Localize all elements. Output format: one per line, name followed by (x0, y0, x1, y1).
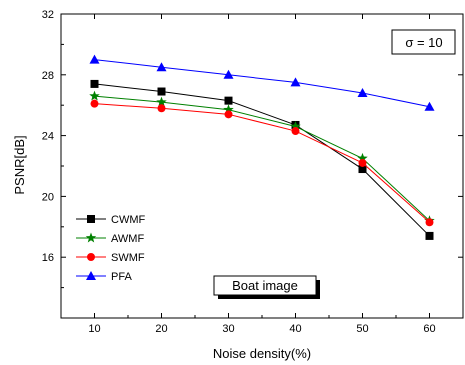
data-point-triangle (223, 69, 234, 79)
series-awmf (89, 90, 435, 226)
x-tick-label: 60 (423, 323, 435, 335)
data-point-square (425, 231, 434, 240)
series-line-awmf (94, 95, 430, 222)
sigma-label: σ = 10 (405, 35, 442, 50)
data-point-circle (291, 127, 300, 136)
data-point-circle (425, 218, 434, 227)
y-tick-label: 24 (42, 131, 54, 143)
data-point-circle (358, 158, 367, 167)
data-point-star (85, 232, 97, 243)
legend-label: AWMF (111, 233, 144, 245)
x-tick-label: 40 (289, 323, 301, 335)
series-line-cwmf (94, 83, 430, 237)
sigma-box (391, 29, 456, 55)
legend-label: CWMF (111, 214, 145, 226)
x-tick-label: 50 (356, 323, 368, 335)
series-swmf (90, 99, 434, 227)
data-point-triangle (290, 77, 301, 87)
y-tick-label: 20 (42, 191, 54, 203)
legend-label: PFA (111, 271, 132, 283)
data-point-triangle (156, 62, 167, 72)
data-point-star (156, 96, 167, 107)
y-axis-title: PSNR[dB] (12, 135, 27, 194)
data-point-triangle (86, 271, 96, 280)
data-point-star (357, 152, 368, 163)
data-point-square (87, 215, 95, 223)
series-layer (89, 54, 435, 240)
x-tick-label: 20 (155, 323, 167, 335)
data-point-square (224, 96, 233, 105)
data-point-circle (87, 253, 95, 261)
data-point-circle (90, 99, 99, 108)
annotation-layer: σ = 10 Boat image (213, 29, 456, 299)
data-point-star (290, 120, 301, 131)
legend-label: SWMF (111, 252, 145, 264)
legend-layer: CWMF AWMF SWMF PFA (76, 214, 145, 283)
series-pfa (89, 54, 435, 111)
data-point-square (358, 165, 367, 174)
data-point-square (157, 87, 166, 96)
data-point-star (89, 90, 100, 101)
data-point-circle (157, 104, 166, 113)
y-tick-label: 16 (42, 252, 54, 264)
data-point-triangle (424, 101, 435, 111)
data-point-circle (224, 110, 233, 119)
data-point-square (90, 79, 99, 88)
axes-layer: 10 20 30 40 50 60 16 20 24 28 32 (42, 9, 464, 335)
series-line-pfa (94, 59, 430, 108)
x-tick-label: 10 (88, 323, 100, 335)
y-tick-label: 28 (42, 70, 54, 82)
image-label-box (213, 275, 317, 296)
image-label: Boat image (232, 278, 298, 293)
data-point-triangle (357, 88, 368, 98)
data-point-star (223, 104, 234, 115)
x-axis-title: Noise density(%) (213, 346, 311, 361)
x-tick-label: 30 (222, 323, 234, 335)
series-line-swmf (94, 103, 430, 223)
data-point-triangle (89, 54, 100, 64)
y-tick-label: 32 (42, 9, 54, 21)
